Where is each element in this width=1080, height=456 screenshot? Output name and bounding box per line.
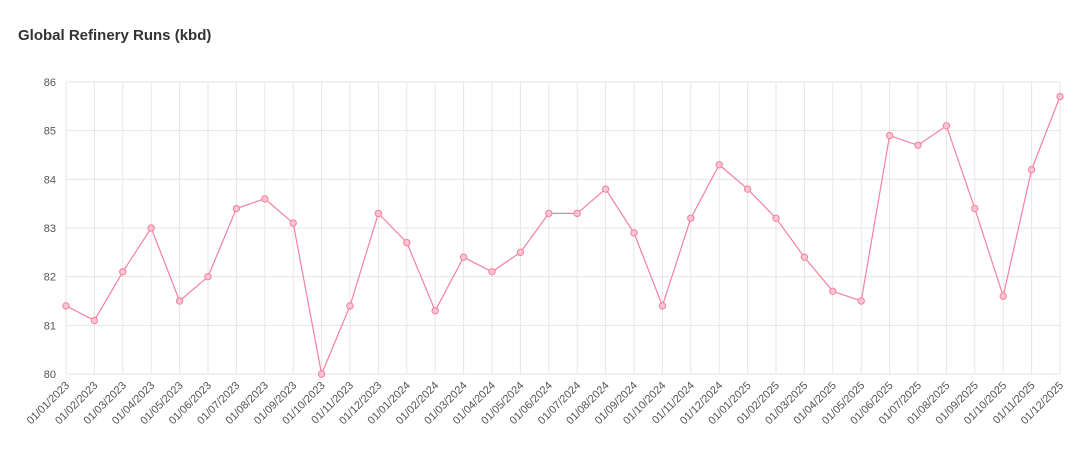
point [545,209,553,218]
point [971,204,979,213]
point [942,122,951,130]
chart-title: Global Refinery Runs (kbd) [18,27,211,44]
point [232,204,241,213]
point [90,316,99,325]
point [374,209,383,218]
point [573,209,581,218]
point [601,185,610,193]
point [743,185,752,193]
point [403,238,411,247]
y-tick-label: 84 [44,174,56,186]
point [289,219,297,227]
point [488,268,496,276]
point [687,214,695,222]
point [829,287,837,295]
point [261,195,269,203]
point [459,253,468,261]
line [65,96,1061,377]
point [857,297,865,305]
y-tick-label: 80 [44,369,56,381]
point [62,302,70,310]
point [204,272,212,281]
y-tick-label: 86 [44,77,56,89]
point [772,214,780,222]
point [999,292,1007,300]
y-tick-label: 82 [44,272,56,284]
point [431,307,439,315]
point [885,131,894,140]
point [658,302,667,310]
point [175,297,184,305]
point [800,253,809,261]
y-tick-label: 83 [44,223,56,235]
point [119,268,127,276]
point [1027,165,1036,174]
point [630,229,638,237]
y-tick-label: 81 [44,320,56,332]
point [1056,92,1064,101]
point [147,224,155,232]
point [914,141,922,149]
point [346,302,354,310]
point [516,248,525,257]
y-tick-label: 85 [44,126,56,138]
point [715,161,723,169]
point [317,370,326,378]
